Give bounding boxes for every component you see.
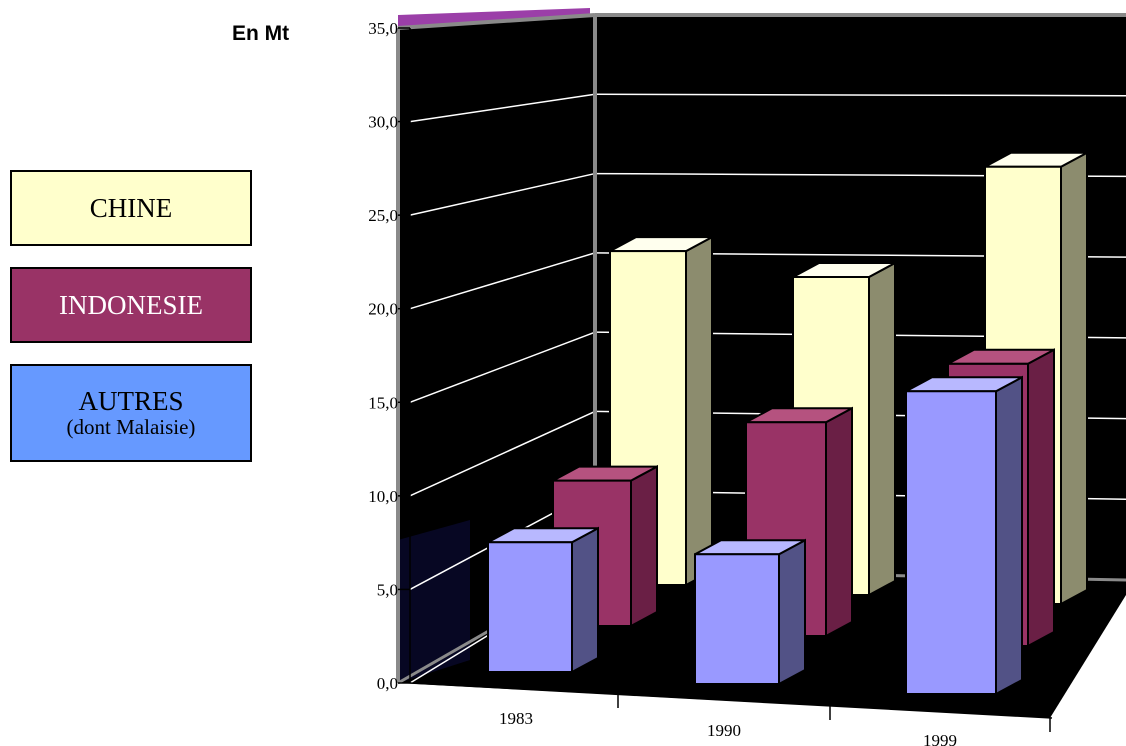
x-tick-label-1990: 1990 [707, 721, 741, 740]
wall-tint [398, 520, 470, 683]
gridline-left-2 [409, 410, 596, 497]
bar-side-autres-1990 [778, 538, 806, 686]
x-tick-label-1999: 1999 [923, 731, 957, 746]
x-axis-line [409, 682, 1053, 719]
bar-side-chine-1990 [868, 261, 896, 597]
gridline-left-5 [409, 172, 596, 216]
y-tick-label-3: 15,0 [368, 393, 398, 412]
bar-side-indonesie-1983 [630, 464, 658, 628]
y-tick-label-5: 25,0 [368, 206, 398, 225]
y-tick-label-2: 10,0 [368, 487, 398, 506]
frame-top-edge [397, 13, 596, 30]
legend-label-indonesie: INDONESIE [59, 289, 203, 320]
legend-label-autres: AUTRES [78, 386, 184, 417]
gridline-back-6 [594, 93, 1126, 97]
y-tick-label-4: 20,0 [368, 300, 398, 319]
y-tick-label-6: 30,0 [368, 113, 398, 132]
legend-item-chine: CHINE [10, 170, 252, 246]
bar-side-autres-1983 [571, 526, 599, 674]
left-wall [398, 15, 595, 683]
y-tick-label-7: 35,0 [368, 19, 398, 38]
gridline-left-3 [409, 331, 596, 403]
legend-label-chine: CHINE [89, 192, 173, 223]
bar-autres-1990 [694, 553, 780, 685]
bar-side-indonesie-1990 [825, 406, 853, 638]
bar-side-indonesie-1999 [1027, 348, 1055, 648]
unit-label: En Mt [232, 22, 290, 45]
bar-side-chine-1983 [685, 235, 713, 587]
bar-side-chine-1999 [1060, 151, 1088, 606]
y-tick-label-1: 5,0 [377, 580, 398, 599]
bar-autres-1999 [905, 390, 997, 695]
x-tick-label-1983: 1983 [499, 709, 533, 728]
y-tick-label-0: 0,0 [377, 674, 398, 693]
gridline-left-6 [409, 93, 596, 123]
bar-autres-1983 [487, 541, 573, 673]
legend-sublabel-autres: (dont Malaisie) [66, 414, 196, 439]
legend-item-indonesie: INDONESIE [10, 267, 252, 343]
gridline-left-4 [409, 252, 596, 310]
legend-item-autres: AUTRES (dont Malaisie) [10, 364, 252, 462]
bar-side-autres-1999 [995, 375, 1023, 696]
